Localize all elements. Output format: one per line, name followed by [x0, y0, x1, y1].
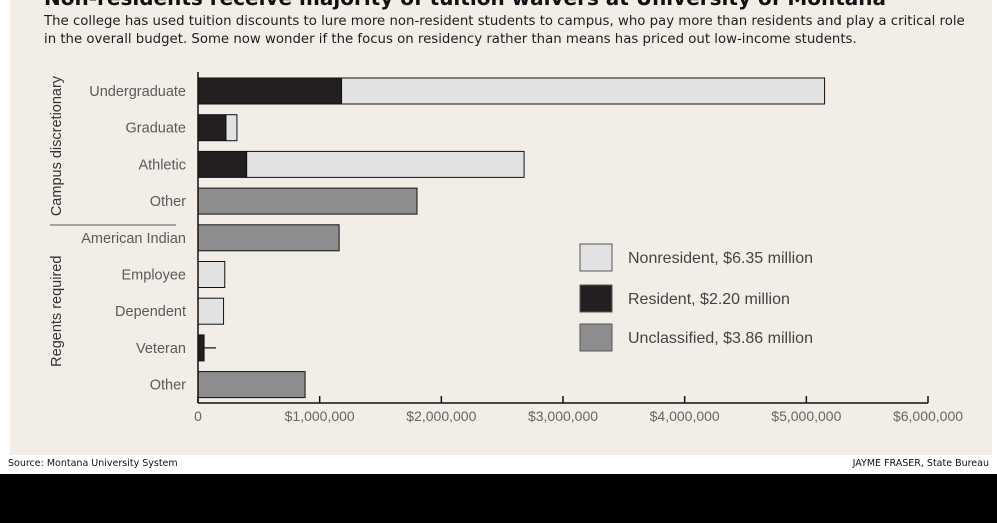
category-label: Athletic [138, 157, 186, 173]
category-label: Undergraduate [89, 84, 186, 100]
x-tick-label: $3,000,000 [528, 408, 598, 424]
bar-segment [197, 187, 418, 215]
legend-label: Unclassified, $3.86 million [628, 330, 813, 347]
group-label: Regents required [49, 256, 65, 367]
bar-segment [197, 150, 248, 178]
tuition-waiver-bar-chart: Undergraduate Graduate Athletic Other Americ… [49, 72, 963, 424]
legend-label: Resident, $2.20 million [628, 291, 790, 308]
bar-segment [197, 371, 306, 399]
category-label: Graduate [126, 121, 186, 137]
bar-segment [197, 297, 225, 325]
x-tick-label: $6,000,000 [893, 408, 963, 424]
infographic: Non-residents receive majority of tuitio… [0, 0, 997, 474]
bar-segment [197, 114, 227, 142]
x-tick-label: 0 [194, 408, 202, 424]
category-label: Other [150, 378, 186, 394]
legend-swatch [579, 323, 613, 352]
bar-segment [197, 224, 340, 252]
source-note: Source: Montana University System [8, 458, 178, 469]
byline-credit: JAYME FRASER, State Bureau [852, 458, 989, 469]
x-tick-label: $4,000,000 [650, 408, 720, 424]
subtitle: The college has used tuition discounts t… [44, 14, 965, 47]
bar-segment [225, 114, 238, 142]
category-label: American Indian [81, 231, 186, 247]
group-label: Campus discretionary [49, 75, 65, 216]
category-label: Dependent [115, 304, 186, 320]
x-tick-label: $2,000,000 [406, 408, 476, 424]
x-tick-label: $5,000,000 [771, 408, 841, 424]
bar-segment [197, 334, 205, 362]
category-label: Employee [122, 268, 186, 284]
bar-segment [197, 77, 343, 105]
legend-swatch [579, 284, 613, 313]
x-tick-label: $1,000,000 [285, 408, 355, 424]
headline: Non-residents receive majority of tuitio… [44, 0, 886, 10]
category-label: Veteran [136, 341, 186, 357]
bar-segment [341, 77, 826, 105]
category-label: Other [150, 194, 186, 210]
legend-label: Nonresident, $6.35 million [628, 250, 813, 267]
bar-segment [246, 150, 525, 178]
bar-segment [197, 261, 226, 288]
legend-swatch [579, 243, 613, 272]
chart-panel [10, 0, 992, 455]
